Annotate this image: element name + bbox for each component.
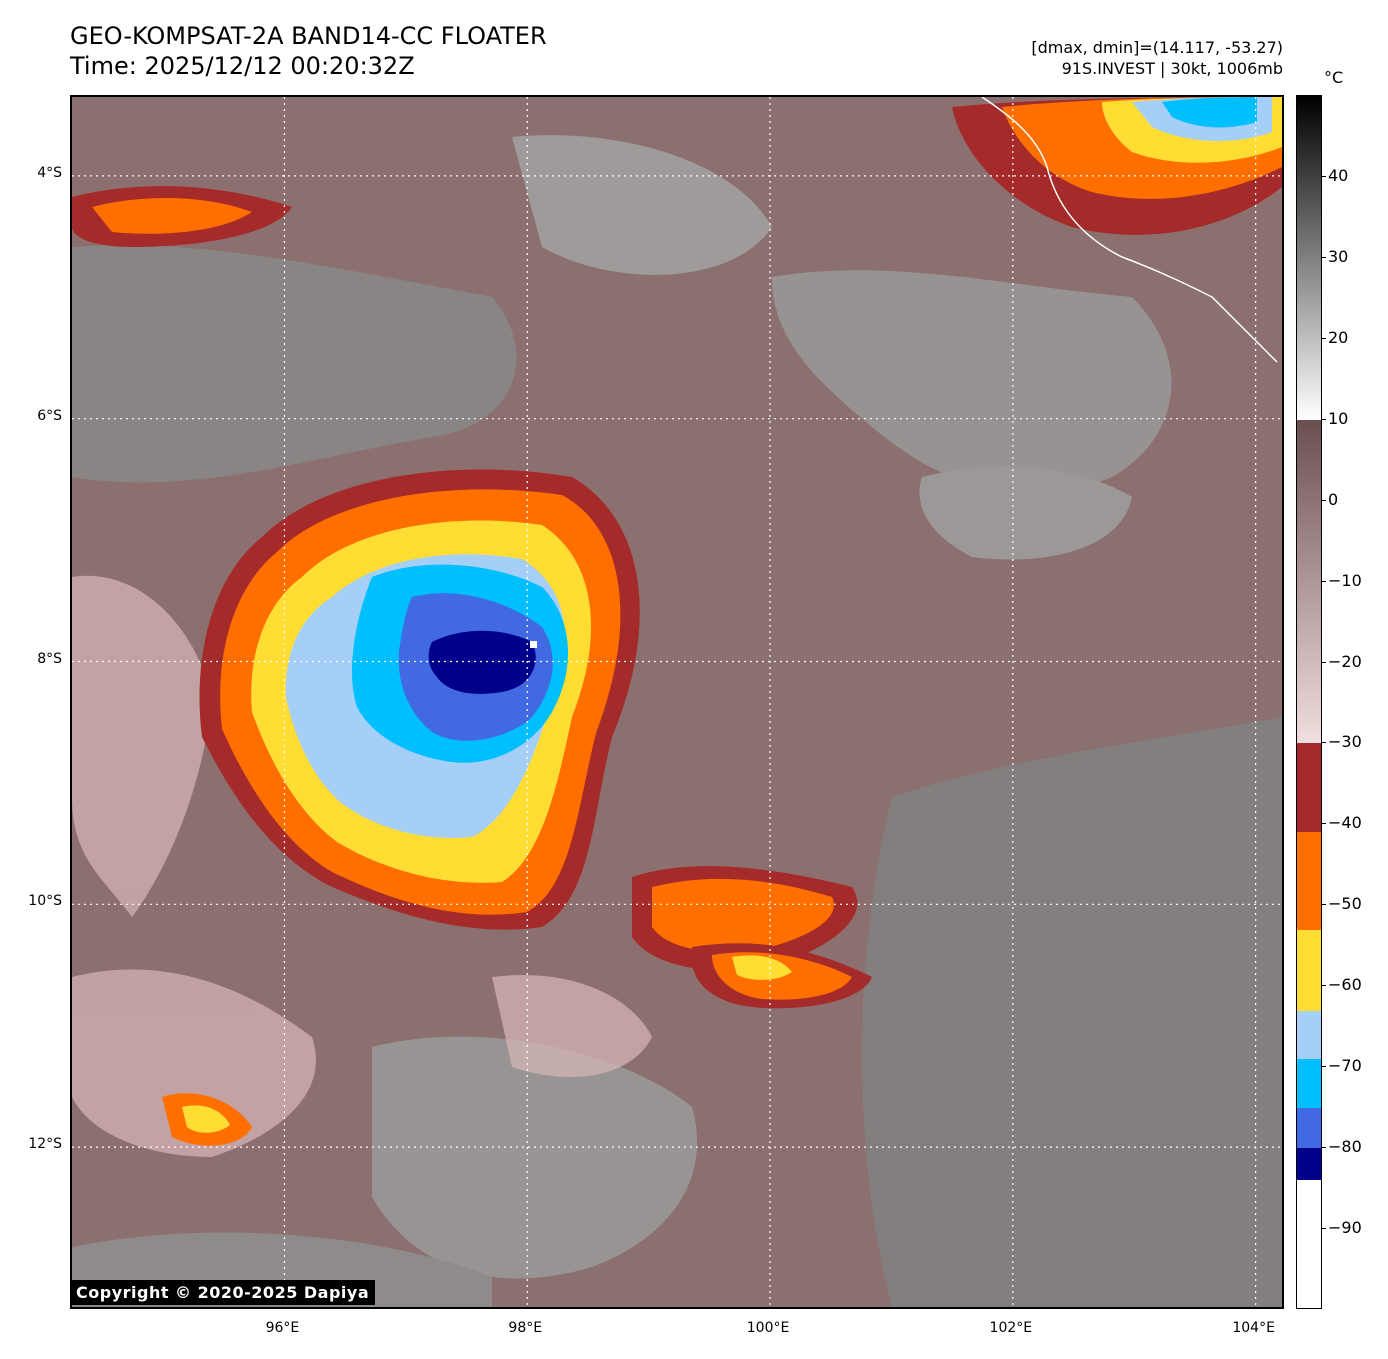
longitude-label: 100°E — [746, 1320, 790, 1336]
colorbar-segment — [1297, 1107, 1321, 1149]
southern-convective-cells — [162, 866, 872, 1146]
storm-core — [199, 469, 640, 930]
colorbar-tick-label: −20 — [1328, 651, 1362, 671]
latitude-label: 8°S — [37, 650, 62, 667]
colorbar-segment — [1297, 832, 1321, 930]
colorbar-tick-mark — [1321, 175, 1326, 177]
colorbar — [1296, 95, 1322, 1309]
colorbar-segment — [1297, 96, 1321, 420]
colorbar-tick-label: 10 — [1328, 408, 1349, 428]
longitude-label: 98°E — [508, 1320, 543, 1336]
colorbar-tick-mark — [1321, 985, 1326, 987]
colorbar-tick-label: 0 — [1328, 489, 1339, 509]
colorbar-segment — [1297, 419, 1321, 744]
colorbar-segment — [1297, 1180, 1321, 1308]
colorbar-tick-label: 30 — [1328, 246, 1349, 266]
colorbar-tick-mark — [1321, 823, 1326, 825]
colorbar-segment — [1297, 1010, 1321, 1060]
eye-marker — [530, 641, 537, 648]
colorbar-segment — [1297, 929, 1321, 1011]
colorbar-tick-mark — [1321, 661, 1326, 663]
colorbar-tick-mark — [1321, 580, 1326, 582]
colorbar-tick-mark — [1321, 1228, 1326, 1230]
longitude-label: 102°E — [989, 1320, 1033, 1336]
copyright-label: Copyright © 2020-2025 Dapiya — [70, 1280, 376, 1305]
satellite-map — [70, 95, 1284, 1309]
longitude-label: 104°E — [1232, 1320, 1275, 1336]
colorbar-tick-label: −70 — [1328, 1056, 1362, 1076]
colorbar-tick-label: −50 — [1328, 894, 1362, 914]
colorbar-tick-mark — [1321, 499, 1326, 501]
colorbar-tick-label: −90 — [1328, 1218, 1362, 1238]
latitude-label: 6°S — [37, 407, 62, 424]
northwest-cloud-band — [72, 186, 292, 247]
storm-info-label: 91S.INVEST | 30kt, 1006mb — [1061, 59, 1283, 78]
colorbar-tick-mark — [1321, 904, 1326, 906]
colorbar-tick-label: 40 — [1328, 165, 1349, 185]
longitude-label: 96°E — [265, 1320, 300, 1336]
colorbar-tick-mark — [1321, 418, 1326, 420]
latitude-label: 10°S — [28, 893, 62, 910]
graticule — [72, 97, 1282, 1307]
colorbar-tick-label: 20 — [1328, 327, 1349, 347]
colorbar-tick-label: −40 — [1328, 813, 1362, 833]
colorbar-tick-mark — [1321, 256, 1326, 258]
colorbar-segment — [1297, 1059, 1321, 1108]
map-title: GEO-KOMPSAT-2A BAND14-CC FLOATER — [70, 22, 547, 50]
colorbar-tick-mark — [1321, 742, 1326, 744]
northeast-cold-cloud — [952, 97, 1282, 235]
latitude-label: 12°S — [28, 1136, 62, 1153]
latitude-label: 4°S — [37, 164, 62, 181]
map-timestamp: Time: 2025/12/12 00:20:32Z — [70, 52, 415, 80]
warm-cloud-areas — [72, 135, 1282, 1307]
colorbar-tick-mark — [1321, 1066, 1326, 1068]
colorbar-tick-label: −10 — [1328, 570, 1362, 590]
colorbar-tick-label: −80 — [1328, 1137, 1362, 1157]
mid-cloud-areas — [72, 575, 652, 1157]
colorbar-unit: °C — [1324, 68, 1344, 87]
data-range-label: [dmax, dmin]=(14.117, -53.27) — [1031, 38, 1283, 57]
colorbar-tick-mark — [1321, 337, 1326, 339]
colorbar-segment — [1297, 743, 1321, 833]
coastline — [981, 97, 1278, 363]
colorbar-segment — [1297, 1148, 1321, 1181]
colorbar-tick-label: −60 — [1328, 975, 1362, 995]
colorbar-tick-label: −30 — [1328, 732, 1362, 752]
colorbar-tick-mark — [1321, 1147, 1326, 1149]
